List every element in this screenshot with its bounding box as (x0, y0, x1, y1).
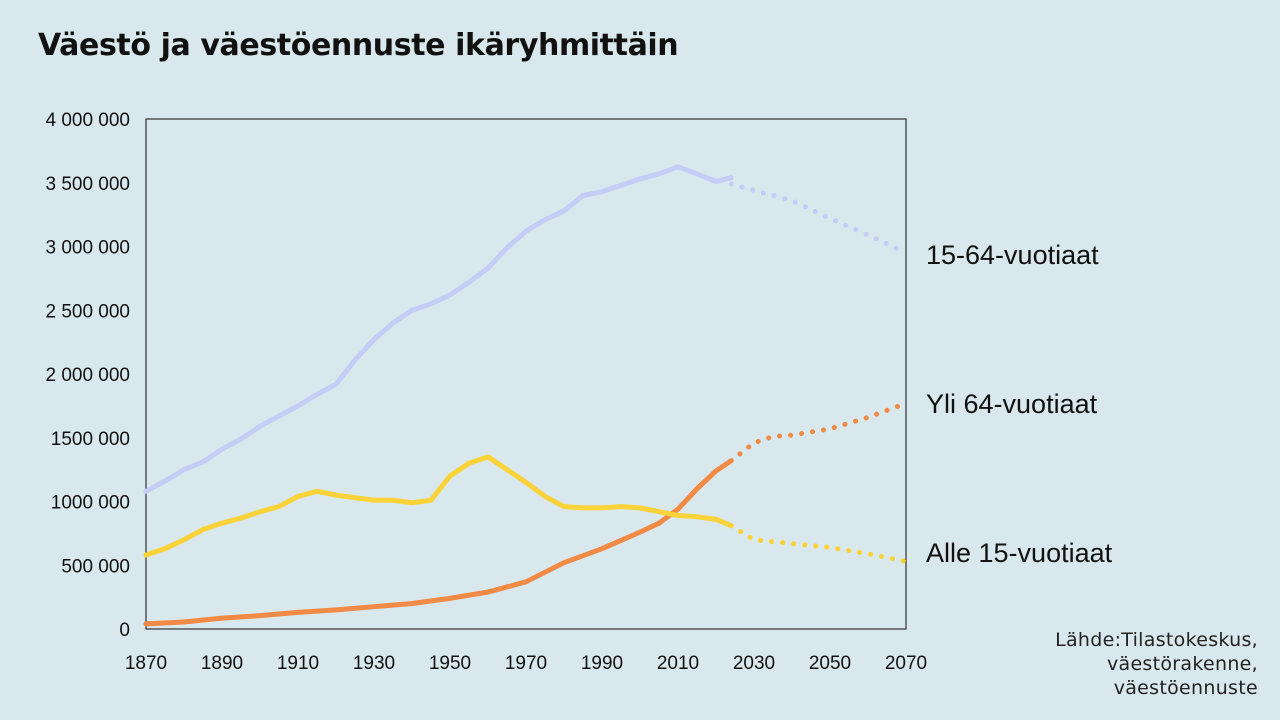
x-tick-label: 2070 (885, 653, 927, 674)
y-tick-label: 4 000 000 (45, 110, 130, 131)
source-note: Lähde:Tilastokeskus, väestörakenne, väes… (938, 628, 1258, 700)
series-line-working-age-observed (143, 164, 734, 494)
y-tick-label: 2 000 000 (45, 365, 130, 386)
series-line-children-observed (143, 454, 734, 558)
chart-title: Väestö ja väestöennuste ikäryhmittäin (38, 28, 679, 63)
x-tick-label: 1950 (429, 653, 471, 674)
series-label-elderly: Yli 64-vuotiaat (926, 389, 1098, 419)
y-tick-label: 1000 000 (51, 493, 130, 514)
series-line-elderly-projection (728, 400, 909, 464)
plot-area-frame (145, 118, 907, 630)
series-line-working-age-projection (728, 181, 909, 256)
series-label-children: Alle 15-vuotiaat (926, 538, 1113, 568)
y-tick-label: 2 500 000 (45, 301, 130, 322)
x-tick-label: 1970 (505, 653, 547, 674)
y-tick-label: 3 000 000 (45, 238, 130, 259)
source-line: väestörakenne, (1106, 653, 1258, 675)
x-tick-label: 2050 (809, 653, 851, 674)
series-lines (143, 164, 909, 627)
x-tick-label: 1890 (201, 653, 243, 674)
source-line: väestöennuste (1113, 677, 1258, 699)
y-tick-label: 500 000 (61, 556, 130, 577)
x-axis-ticks: 1870 1890 1910 1930 1950 1970 1990 2010 2030 2050… (125, 653, 927, 674)
x-tick-label: 1910 (277, 653, 319, 674)
series-line-elderly-observed (143, 458, 734, 627)
x-tick-label: 1930 (353, 653, 395, 674)
y-tick-label: 0 (119, 620, 130, 641)
x-tick-label: 2030 (733, 653, 775, 674)
y-axis-ticks: 0 500 000 1000 000 1500 000 2 000 000 2 500 0… (45, 110, 130, 641)
series-label-working-age: 15-64-vuotiaat (926, 240, 1099, 270)
y-tick-label: 3 500 000 (45, 174, 130, 195)
series-line-children-projection (728, 523, 909, 564)
y-tick-label: 1500 000 (51, 429, 130, 450)
x-tick-label: 2010 (657, 653, 699, 674)
x-tick-label: 1870 (125, 653, 167, 674)
source-line: Lähde:Tilastokeskus, (1055, 629, 1258, 651)
x-tick-label: 1990 (581, 653, 623, 674)
